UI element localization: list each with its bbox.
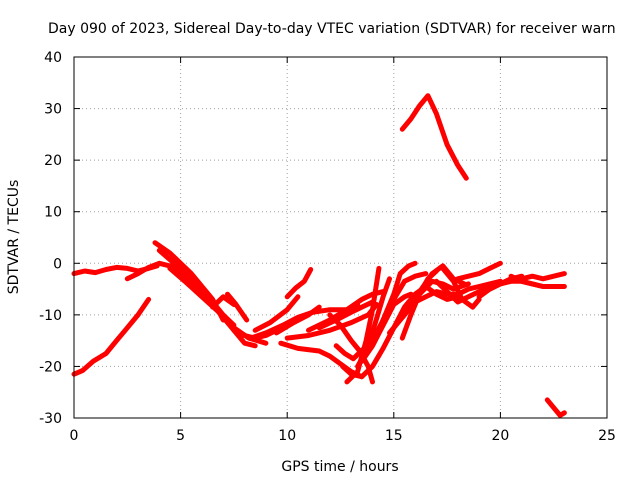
x-axis-title: GPS time / hours — [281, 459, 398, 475]
y-tick-label: 10 — [44, 205, 62, 221]
y-tick-label: -10 — [39, 308, 62, 324]
y-tick-label: 30 — [44, 102, 62, 118]
y-tick-label: -30 — [39, 411, 62, 427]
series-line-s33 — [440, 265, 482, 310]
series-line-s14 — [274, 304, 322, 336]
x-tick-label: 25 — [598, 428, 616, 444]
y-tick-label: 20 — [44, 153, 62, 169]
series-line-s22 — [327, 312, 375, 385]
series-line-s10 — [210, 294, 237, 310]
series-line-s3 — [124, 260, 194, 284]
y-tick-label: 0 — [53, 256, 62, 272]
series-line-s34 — [455, 260, 503, 282]
x-tick-label: 0 — [70, 428, 79, 444]
x-tick-label: 20 — [491, 428, 509, 444]
series-line-s26 — [370, 271, 429, 344]
series-line-s19 — [316, 299, 375, 331]
series-line-s15 — [284, 267, 314, 300]
series-line-s8 — [195, 286, 237, 328]
series-line-s2 — [71, 296, 152, 377]
series-line-s23 — [344, 265, 382, 385]
x-tick-label: 10 — [278, 428, 296, 444]
y-tick-label: -20 — [39, 359, 62, 375]
axis-ticks: 0 5 10 15 20 25 -30 -20 -10 0 10 20 30 40 — [39, 50, 616, 444]
x-tick-label: 5 — [176, 428, 185, 444]
data-series — [71, 93, 567, 418]
y-tick-label: 40 — [44, 50, 62, 66]
series-line-s12 — [248, 302, 361, 341]
series-line-s38 — [508, 273, 546, 289]
series-line-s27 — [380, 260, 418, 323]
plot-frame — [73, 56, 608, 419]
series-line-s9 — [225, 291, 250, 323]
series-line-s40 — [544, 397, 567, 418]
y-axis-title: SDTVAR / TECUs — [6, 180, 22, 295]
series-line-s13 — [252, 294, 301, 333]
series-line-s39 — [399, 93, 469, 181]
x-tick-label: 15 — [385, 428, 403, 444]
chart-title: Day 090 of 2023, Sidereal Day-to-day VTE… — [48, 21, 616, 37]
